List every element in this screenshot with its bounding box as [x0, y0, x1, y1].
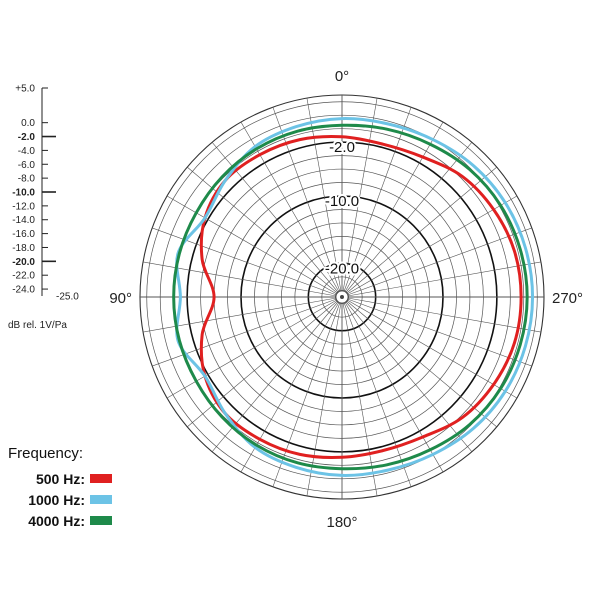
scale-tick-label: 0.0 — [21, 118, 35, 129]
grid-spoke — [341, 296, 412, 487]
legend-swatch — [90, 474, 112, 483]
scale-tick-label: -20.0 — [12, 257, 35, 268]
series-line-3 — [172, 123, 529, 471]
grid-spoke — [341, 296, 444, 473]
scale-tick-label: -4.0 — [18, 146, 36, 157]
scale-tick-label: -12.0 — [12, 201, 35, 212]
ring-label: -2.0 — [329, 139, 355, 156]
grid-spoke — [272, 296, 343, 487]
legend-label: 4000 Hz: — [28, 513, 85, 529]
grid-spoke — [341, 296, 541, 333]
grid-spoke — [211, 296, 343, 452]
angle-labels: 0° 90° 180° 270° — [109, 68, 583, 531]
grid-spoke — [272, 107, 343, 298]
scale-tick-label: -8.0 — [18, 174, 36, 185]
grid-spoke — [211, 142, 343, 298]
grid-spoke — [341, 227, 532, 298]
grid-spoke — [187, 296, 343, 428]
angle-label-0: 0° — [335, 68, 349, 85]
scale-tick-label: -10.0 — [12, 188, 35, 199]
grid-spoke — [341, 296, 518, 399]
angle-label-270: 270° — [552, 290, 583, 307]
polar-grid — [139, 94, 545, 500]
grid-spoke — [341, 296, 378, 496]
grid-spoke — [341, 107, 412, 298]
scale-tick-label: +5.0 — [15, 84, 35, 95]
scale-tick-label: -18.0 — [12, 243, 35, 254]
scale-bottom-label: -25.0 — [56, 292, 79, 303]
db-scale: +5.0 0.0 -2.0 -4.0 -6.0 -8.0 -10.0 -12.0 -14.0 -1… — [8, 84, 79, 332]
grid-spoke — [341, 142, 473, 298]
grid-spoke — [341, 261, 541, 298]
grid-spoke — [341, 98, 378, 298]
scale-tick-label: -2.0 — [18, 132, 36, 143]
grid-spoke — [341, 296, 532, 367]
grid-spoke — [306, 98, 343, 298]
grid-spoke — [341, 166, 497, 298]
angle-label-180: 180° — [326, 514, 357, 531]
scale-tick-label: -6.0 — [18, 160, 36, 171]
ring-labels: -2.0 -10.0 -20.0 — [323, 137, 361, 279]
grid-spoke — [240, 296, 343, 473]
series-line-2 — [175, 117, 535, 477]
legend-title: Frequency: — [8, 445, 83, 462]
grid-spoke — [240, 121, 343, 298]
legend-label: 1000 Hz: — [28, 492, 85, 508]
legend-swatch — [90, 516, 112, 525]
legend-label: 500 Hz: — [36, 471, 85, 487]
angle-label-90: 90° — [109, 290, 132, 307]
grid-spoke — [341, 121, 444, 298]
grid-spoke — [341, 296, 497, 428]
grid-spoke — [341, 296, 473, 452]
scale-tick-label: -14.0 — [12, 215, 35, 226]
center-point — [340, 295, 344, 299]
series-lines — [172, 117, 535, 477]
grid-spoke — [187, 166, 343, 298]
scale-tick-label: -16.0 — [12, 229, 35, 240]
grid-spoke — [341, 195, 518, 298]
legend-swatch — [90, 495, 112, 504]
scale-tick-label: -22.0 — [12, 271, 35, 282]
legend: Frequency: 500 Hz: 1000 Hz: 4000 Hz: — [8, 445, 112, 529]
scale-tick-label: -24.0 — [12, 285, 35, 296]
grid-spoke — [306, 296, 343, 496]
ring-label: -10.0 — [325, 193, 359, 210]
ring-label: -20.0 — [325, 260, 359, 277]
scale-unit-label: dB rel. 1V/Pa — [8, 320, 67, 331]
